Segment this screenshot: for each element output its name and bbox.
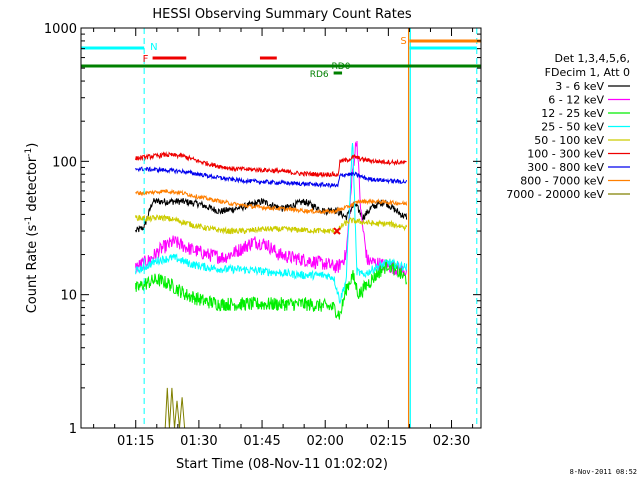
y-axis-label-mid: detector [25,156,40,216]
legend-label-0: 3 - 6 keV [555,80,604,93]
footer-timestamp: 8-Nov-2011 08:52 [570,468,637,476]
marker-layer [143,28,478,428]
rd6-flag-label: RD6 [310,70,329,80]
series-line-1 [135,140,408,277]
x-tick-label-2: 01:45 [243,434,280,449]
flare-flag-label: F [143,54,149,65]
series-line-5 [135,151,407,179]
y-tick-label-1: 10 [60,289,77,304]
chart-title: HESSI Observing Summary Count Rates [152,7,411,22]
x-tick-label-4: 02:15 [370,434,407,449]
saa-flag-label: S [400,36,406,47]
series-line-6 [135,166,408,189]
y-axis-label-main: Count Rate (s [25,225,40,314]
series-line-7 [135,188,408,215]
series-line-8 [135,387,410,429]
x-axis-label: Start Time (08-Nov-11 01:02:02) [176,457,388,472]
legend-header-2: FDecim 1, Att 0 [545,66,630,79]
night-flag-label: N [150,42,157,53]
x-tick-label-0: 01:15 [117,434,154,449]
y-axis-label-sup2: -1 [24,148,34,157]
rd0-flag-label: RD0 [332,62,351,72]
flare-position-marker [333,227,341,235]
legend-label-4: 50 - 100 keV [534,134,604,147]
y-tick-label-0: 1 [69,422,77,437]
series-layer [135,140,410,429]
x-tick-label-5: 02:30 [433,434,470,449]
series-line-3 [135,143,408,304]
plot-frame [80,27,482,429]
series-line-4 [135,214,408,235]
legend-label-7: 800 - 7000 keV [520,175,604,188]
y-axis-label-end: ) [25,143,40,148]
legend-header-1: Det 1,3,4,5,6, [554,52,630,65]
y-axis-label: Count Rate (s-1 detector-1) [24,143,40,314]
legend-label-6: 300 - 800 keV [527,161,604,174]
legend-label-5: 100 - 300 keV [527,148,604,161]
legend-label-1: 6 - 12 keV [548,94,604,107]
y-axis-label-sup1: -1 [24,216,34,225]
x-tick-label-1: 01:30 [180,434,217,449]
legend-label-3: 25 - 50 keV [541,121,604,134]
y-tick-label-3: 1000 [44,22,77,37]
y-tick-label-2: 100 [52,155,77,170]
x-tick-label-3: 02:00 [306,434,343,449]
legend-label-2: 12 - 25 keV [541,107,604,120]
legend-label-8: 7000 - 20000 keV [506,188,604,201]
legend: Det 1,3,4,5,6, FDecim 1, Att 0 3 - 6 keV… [506,52,630,201]
axis-layer: 1 10 100 1000 01:15 01:30 01:45 02:00 02:15 02:30 [44,22,481,449]
series-line-2 [135,258,408,320]
